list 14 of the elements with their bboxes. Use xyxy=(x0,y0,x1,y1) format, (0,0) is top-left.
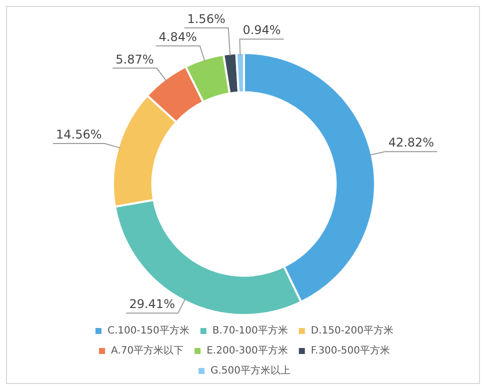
legend-label: F.300-500平方米 xyxy=(310,344,390,357)
data-label: 42.82% xyxy=(388,136,434,150)
data-label: 5.87% xyxy=(116,52,154,66)
data-label: 4.84% xyxy=(158,30,197,44)
legend-label: A.70平方米以下 xyxy=(111,344,184,357)
data-label: 14.56% xyxy=(56,128,102,142)
data-label: 1.56% xyxy=(187,12,226,26)
legend-label: D.150-200平方米 xyxy=(310,324,394,337)
legend-label: G.500平方米以上 xyxy=(210,364,291,377)
data-label: 29.41% xyxy=(129,297,175,312)
legend-label: C.100-150平方米 xyxy=(107,324,190,337)
data-label: 0.94% xyxy=(242,23,281,38)
legend-label: E.200-300平方米 xyxy=(206,344,288,357)
legend-label: B.70-100平方米 xyxy=(212,324,288,337)
